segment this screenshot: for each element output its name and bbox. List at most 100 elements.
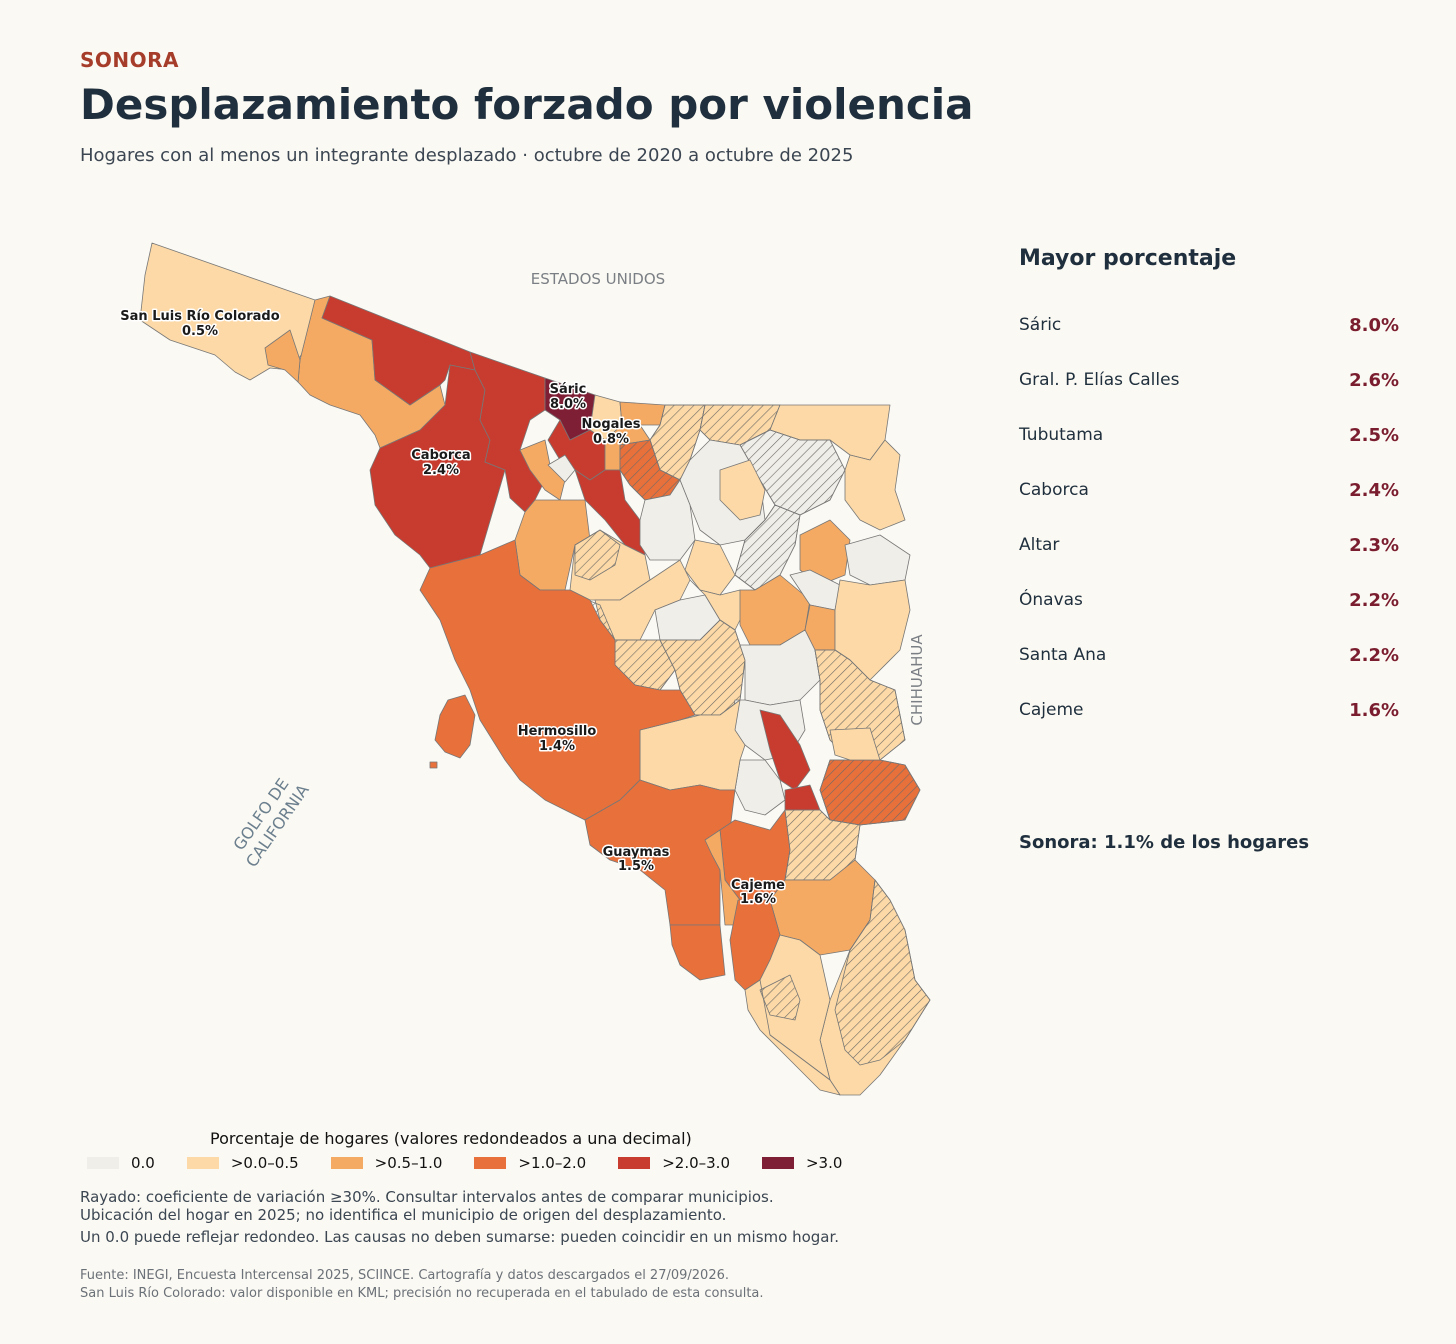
ranking-row: Ónavas 2.2%	[1019, 590, 1399, 645]
ranking-value: 2.4%	[1349, 480, 1399, 501]
ranking-value: 2.2%	[1349, 645, 1399, 666]
municipality-huachinera[interactable]	[844, 534, 911, 586]
source: Fuente: INEGI, Encuesta Intercensal 2025…	[80, 1267, 764, 1303]
note-line: Ubicación del hogar en 2025; no identifi…	[80, 1206, 727, 1224]
choropleth-map: ESTADOS UNIDOS CHIHUAHUA GOLFO DE CALIFO…	[119, 242, 931, 1096]
municipality-hermosillo[interactable]	[419, 539, 696, 821]
state-kicker: SONORA	[80, 48, 180, 72]
municipality-nacozari-hatch[interactable]	[734, 504, 801, 591]
municipality-yecora-hatch[interactable]	[819, 759, 921, 826]
legend-label: >1.0–2.0	[518, 1154, 587, 1172]
ranking-name: Altar	[1019, 535, 1060, 555]
note-line: Un 0.0 puede reflejar redondeo. Las caus…	[80, 1228, 840, 1246]
label-hermosillo-value: 1.4%	[539, 739, 575, 754]
ranking-row: Altar 2.3%	[1019, 535, 1399, 590]
ranking-value: 8.0%	[1349, 315, 1399, 336]
ranking-row: Caborca 2.4%	[1019, 480, 1399, 535]
label-guaymas-value: 1.5%	[618, 859, 654, 874]
label-caborca-value: 2.4%	[423, 463, 459, 478]
municipality-plutarco-strip[interactable]	[264, 329, 301, 383]
source-line: San Luis Río Colorado: valor disponible …	[80, 1286, 764, 1301]
legend-swatch	[330, 1157, 363, 1169]
legend-label: >0.0–0.5	[230, 1154, 299, 1172]
label-cajeme-value: 1.6%	[740, 892, 776, 907]
label-san-luis-rio-colorado-name: San Luis Río Colorado	[120, 309, 279, 324]
label-guaymas-name: Guaymas	[603, 845, 670, 860]
municipality-onavas[interactable]	[759, 709, 811, 791]
legend-item: >0.0–0.5	[186, 1154, 299, 1172]
ranking-value: 1.6%	[1349, 700, 1399, 721]
municipality-arivechi[interactable]	[829, 727, 881, 761]
legend-label: >0.5–1.0	[374, 1154, 443, 1172]
page-subtitle: Hogares con al menos un integrante despl…	[80, 145, 854, 166]
municipality-cucurpe[interactable]	[639, 479, 696, 561]
ranking-row: Gral. P. Elías Calles 2.6%	[1019, 370, 1399, 425]
legend-label: 0.0	[131, 1154, 155, 1172]
municipality-bacerac[interactable]	[834, 579, 911, 681]
ranking-name: Caborca	[1019, 480, 1089, 500]
legend-item: >2.0–3.0	[618, 1154, 730, 1172]
municipalities	[139, 242, 931, 1096]
municipality-rayon-hatch[interactable]	[574, 529, 621, 581]
ranking-value: 2.2%	[1349, 590, 1399, 611]
ranking-row: Cajeme 1.6%	[1019, 700, 1399, 755]
municipality-san-javier[interactable]	[734, 759, 786, 816]
municipality-trincheras[interactable]	[519, 439, 566, 501]
municipality-gral-p-elias-calles[interactable]	[321, 295, 476, 406]
ranking-name: Ónavas	[1019, 590, 1083, 610]
ranking-name: Santa Ana	[1019, 645, 1107, 665]
municipality-bacadehuachi[interactable]	[799, 519, 851, 586]
ranking-row: Tubutama 2.5%	[1019, 425, 1399, 480]
ranking-value: 2.3%	[1349, 535, 1399, 556]
source-line: Fuente: INEGI, Encuesta Intercensal 2025…	[80, 1268, 729, 1283]
municipality-villa-pesqueira[interactable]	[739, 629, 821, 706]
ranking-name: Sáric	[1019, 315, 1062, 335]
legend: 0.0 >0.0–0.5 >0.5–1.0 >1.0–2.0 >2.0–3.0 >3.0	[87, 1154, 874, 1172]
ranking-row: Santa Ana 2.2%	[1019, 645, 1399, 700]
label-san-luis-rio-colorado-value: 0.5%	[182, 324, 218, 339]
legend-item: >1.0–2.0	[474, 1154, 586, 1172]
municipality-fronteras-hatch[interactable]	[739, 429, 846, 516]
island-small[interactable]	[429, 761, 438, 769]
neighbor-north-label: ESTADOS UNIDOS	[531, 270, 665, 288]
municipality-banamichi[interactable]	[684, 539, 736, 596]
municipality-alamos-hatch[interactable]	[834, 879, 931, 1066]
legend-item: 0.0	[87, 1154, 155, 1172]
label-cajeme-name: Cajeme	[731, 878, 785, 893]
legend-label: >3.0	[805, 1154, 843, 1172]
note-line: Rayado: coeficiente de variación ≥30%. C…	[80, 1188, 774, 1206]
label-saric-name: Sáric	[550, 382, 587, 397]
label-saric-value: 8.0%	[550, 397, 586, 412]
label-caborca-name: Caborca	[411, 448, 470, 463]
legend-swatch	[761, 1157, 794, 1169]
municipality-empalme[interactable]	[669, 924, 726, 981]
ranking-panel: Mayor porcentaje Sáric 8.0% Gral. P. Elías…	[1019, 246, 1399, 755]
legend-swatch	[474, 1157, 507, 1169]
municipality-imuris-north[interactable]	[619, 401, 666, 426]
gulf-label: GOLFO DE CALIFORNIA	[229, 775, 312, 871]
state-total: Sonora: 1.1% de los hogares	[1019, 832, 1310, 853]
legend-item: >0.5–1.0	[330, 1154, 443, 1172]
label-hermosillo-name: Hermosillo	[518, 724, 597, 739]
legend-label: >2.0–3.0	[662, 1154, 730, 1172]
label-nogales-value: 0.8%	[593, 432, 629, 447]
ranking-name: Tubutama	[1019, 425, 1104, 445]
municipality-benjamin-hill[interactable]	[547, 454, 576, 483]
island-tiburon[interactable]	[434, 694, 476, 759]
ranking-name: Gral. P. Elías Calles	[1019, 370, 1180, 390]
notes: Rayado: coeficiente de variación ≥30%. C…	[80, 1188, 839, 1246]
ranking-row: Sáric 8.0%	[1019, 315, 1399, 370]
legend-item: >3.0	[761, 1154, 843, 1172]
ranking-name: Cajeme	[1019, 700, 1084, 720]
legend-swatch	[87, 1157, 119, 1169]
municipality-huatabampo[interactable]	[744, 979, 841, 1096]
legend-swatch	[186, 1157, 219, 1169]
municipality-bacoachi[interactable]	[719, 459, 766, 521]
page-title: Desplazamiento forzado por violencia	[80, 80, 974, 129]
ranking-title: Mayor porcentaje	[1019, 246, 1237, 271]
ranking-value: 2.6%	[1349, 370, 1399, 391]
legend-swatch	[618, 1157, 651, 1169]
label-nogales-name: Nogales	[582, 417, 641, 432]
municipality-huatabampo-hatch[interactable]	[759, 974, 801, 1021]
municipality-bavispe[interactable]	[844, 439, 906, 531]
